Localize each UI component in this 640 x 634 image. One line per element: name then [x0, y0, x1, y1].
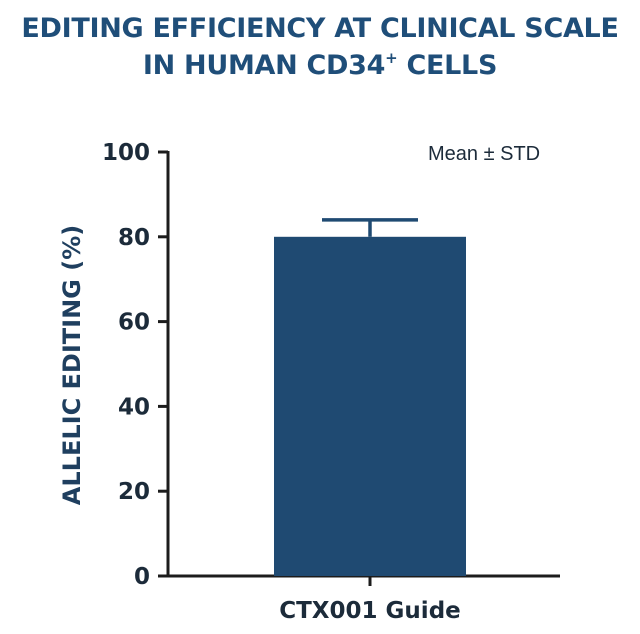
y-axis-label: ALLELIC EDITING (%) — [58, 225, 86, 505]
y-tick-label-20: 20 — [118, 479, 150, 505]
title-superscript: + — [385, 49, 398, 67]
bar-0 — [274, 236, 466, 577]
title-line-2-end: CELLS — [397, 50, 498, 81]
x-axis: CTX001 Guide — [167, 574, 560, 624]
title-line-2-text: IN HUMAN CD34 — [142, 50, 386, 81]
category-label-0: CTX001 Guide — [279, 598, 461, 624]
chart-title: EDITING EFFICIENCY AT CLINICAL SCALE IN … — [0, 10, 640, 84]
y-tick-label-40: 40 — [118, 394, 150, 420]
y-tick-label-60: 60 — [118, 310, 150, 336]
y-tick-label-0: 0 — [134, 564, 150, 590]
y-tick-label-100: 100 — [102, 140, 150, 166]
mean-std-annotation: Mean ± STD — [428, 143, 540, 165]
title-line-1: EDITING EFFICIENCY AT CLINICAL SCALE — [21, 13, 619, 44]
title-line-2: IN HUMAN CD34+ CELLS — [0, 47, 640, 84]
y-tick-label-80: 80 — [118, 225, 150, 251]
bars — [274, 218, 466, 577]
y-axis: 0 20 40 60 80 100 — [102, 140, 170, 590]
